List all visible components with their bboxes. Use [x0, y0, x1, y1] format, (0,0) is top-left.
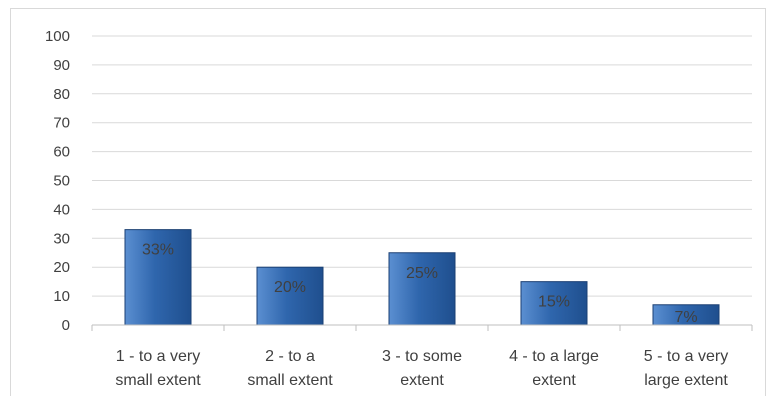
bar	[520, 281, 588, 326]
y-tick-label: 0	[62, 317, 70, 334]
category-label: small extent	[247, 372, 333, 389]
data-label: 15%	[538, 294, 570, 311]
data-label: 7%	[674, 309, 697, 326]
category-label: 1 - to a very	[116, 348, 200, 365]
category-label: extent	[400, 372, 444, 389]
bar	[256, 266, 324, 326]
bar	[124, 229, 192, 326]
y-tick-label: 80	[53, 86, 70, 103]
bar	[388, 252, 456, 326]
data-label: 33%	[142, 242, 174, 259]
y-tick-label: 40	[53, 201, 70, 218]
category-label: 4 - to a large	[509, 348, 599, 365]
y-tick-label: 20	[53, 259, 70, 276]
category-label: small extent	[115, 372, 201, 389]
y-tick-label: 100	[45, 28, 70, 45]
data-label: 25%	[406, 265, 438, 282]
y-tick-label: 30	[53, 230, 70, 247]
category-label: 2 - to a	[265, 348, 315, 365]
y-tick-label: 10	[53, 288, 70, 305]
category-label: large extent	[644, 372, 728, 389]
category-label: 5 - to a very	[644, 348, 728, 365]
y-tick-label: 60	[53, 144, 70, 161]
category-label: 3 - to some	[382, 348, 462, 365]
y-axis-tick-labels: 0 10 20 30 40 50 60 70 80 90 100	[45, 28, 70, 334]
y-tick-label: 70	[53, 115, 70, 132]
data-label: 20%	[274, 279, 306, 296]
category-labels: 1 - to a very small extent 2 - to a small e…	[115, 348, 728, 389]
category-label: extent	[532, 372, 576, 389]
x-axis	[91, 324, 753, 331]
y-tick-label: 50	[53, 173, 70, 190]
bars	[124, 229, 720, 326]
data-labels: 33% 20% 25% 15% 7%	[142, 242, 698, 326]
chart-frame	[10, 8, 766, 396]
y-tick-label: 90	[53, 57, 70, 74]
